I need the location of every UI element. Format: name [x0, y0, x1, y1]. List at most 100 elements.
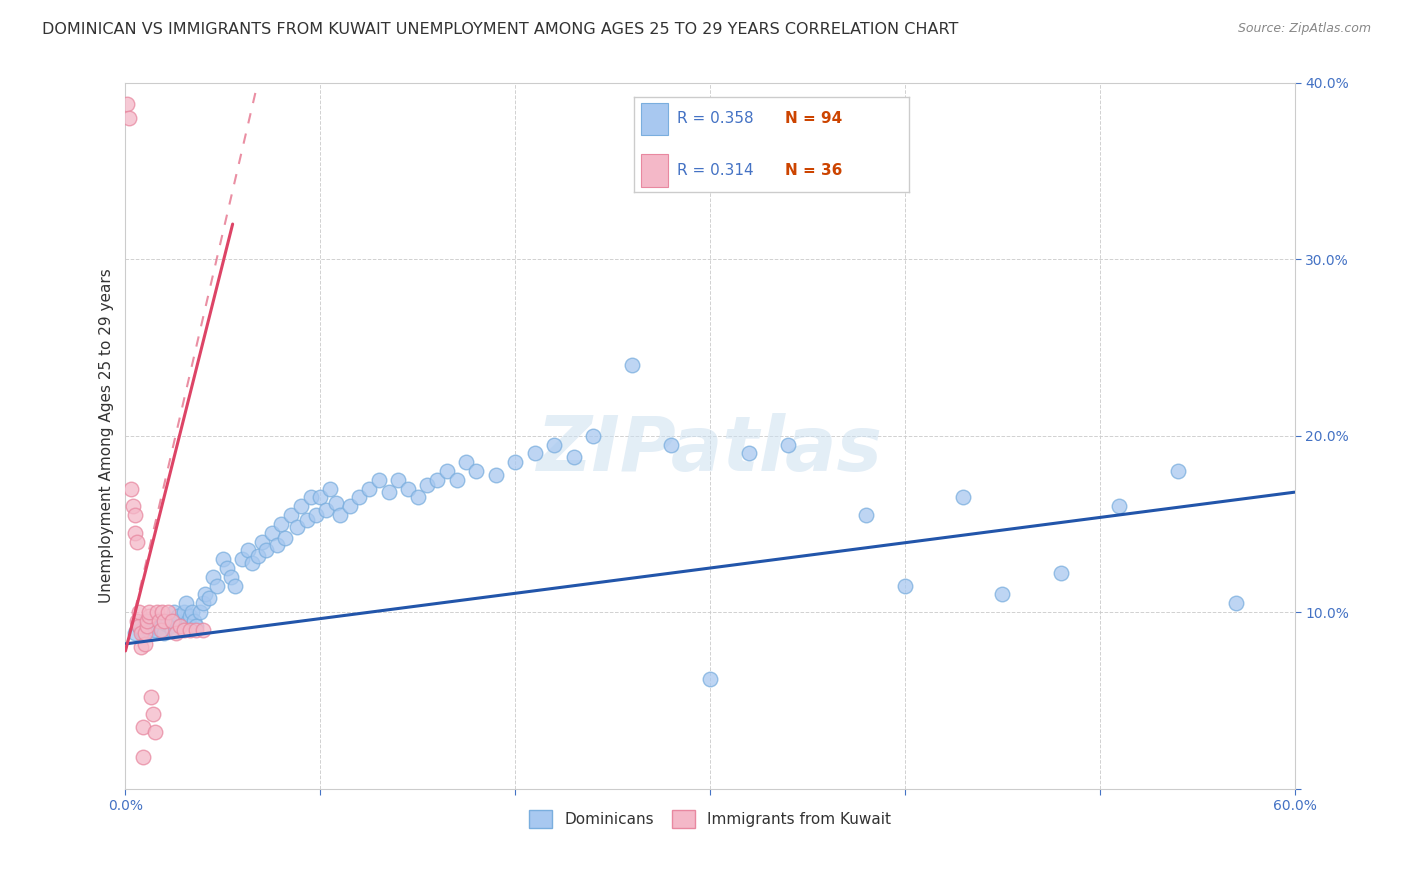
Point: [134, 614, 156, 628]
Point: [270, 516, 292, 531]
Point: [416, 478, 439, 492]
Point: [174, 596, 197, 610]
Point: [523, 446, 546, 460]
Point: [153, 614, 176, 628]
Point: [149, 619, 172, 633]
Point: [184, 623, 207, 637]
Point: [167, 608, 190, 623]
Point: [1167, 464, 1189, 478]
Point: [138, 605, 160, 619]
Point: [124, 508, 146, 522]
Point: [173, 605, 195, 619]
Point: [160, 614, 183, 628]
Point: [139, 690, 162, 704]
Point: [177, 614, 200, 628]
Point: [240, 556, 263, 570]
Point: [238, 543, 260, 558]
Point: [387, 473, 409, 487]
Point: [194, 587, 217, 601]
Point: [148, 617, 170, 632]
Point: [250, 534, 273, 549]
Point: [952, 491, 974, 505]
Point: [165, 626, 187, 640]
Point: [145, 614, 167, 628]
Text: Source: ZipAtlas.com: Source: ZipAtlas.com: [1237, 22, 1371, 36]
Point: [127, 534, 149, 549]
Text: DOMINICAN VS IMMIGRANTS FROM KUWAIT UNEMPLOYMENT AMONG AGES 25 TO 29 YEARS CORRE: DOMINICAN VS IMMIGRANTS FROM KUWAIT UNEM…: [42, 22, 959, 37]
Point: [436, 464, 458, 478]
Point: [159, 619, 181, 633]
Point: [309, 491, 332, 505]
Point: [202, 570, 225, 584]
Point: [193, 623, 215, 637]
Point: [135, 619, 157, 633]
Point: [118, 112, 141, 126]
Point: [205, 579, 228, 593]
Point: [290, 500, 312, 514]
Point: [1108, 500, 1130, 514]
Point: [406, 491, 429, 505]
Point: [193, 596, 215, 610]
Point: [315, 503, 337, 517]
Point: [319, 482, 342, 496]
Point: [621, 358, 644, 372]
Y-axis label: Unemployment Among Ages 25 to 29 years: Unemployment Among Ages 25 to 29 years: [100, 268, 114, 603]
Point: [280, 508, 302, 522]
Point: [260, 525, 283, 540]
Point: [231, 552, 253, 566]
Legend: Dominicans, Immigrants from Kuwait: Dominicans, Immigrants from Kuwait: [523, 804, 897, 834]
Point: [274, 531, 297, 545]
Point: [128, 619, 150, 633]
Point: [127, 614, 149, 628]
Point: [212, 552, 235, 566]
Text: ZIPatlas: ZIPatlas: [537, 413, 883, 487]
Point: [128, 605, 150, 619]
Point: [157, 614, 180, 628]
Point: [776, 437, 799, 451]
Point: [139, 626, 162, 640]
Point: [148, 614, 170, 628]
Point: [299, 491, 322, 505]
Point: [183, 614, 205, 628]
Point: [138, 608, 160, 623]
Point: [153, 626, 176, 640]
Point: [117, 97, 139, 112]
Point: [184, 619, 207, 633]
Point: [894, 579, 917, 593]
Point: [991, 587, 1014, 601]
Point: [132, 749, 155, 764]
Point: [325, 496, 347, 510]
Point: [120, 482, 142, 496]
Point: [485, 467, 508, 482]
Point: [305, 508, 328, 522]
Point: [179, 623, 201, 637]
Point: [169, 619, 191, 633]
Point: [367, 473, 389, 487]
Point: [160, 623, 183, 637]
Point: [377, 485, 399, 500]
Point: [738, 446, 761, 460]
Point: [295, 513, 318, 527]
Point: [165, 614, 187, 628]
Point: [152, 605, 174, 619]
Point: [163, 605, 186, 619]
Point: [135, 619, 157, 633]
Point: [503, 455, 526, 469]
Point: [357, 482, 380, 496]
Point: [659, 437, 682, 451]
Point: [219, 570, 242, 584]
Point: [349, 491, 371, 505]
Point: [143, 623, 166, 637]
Point: [138, 623, 160, 637]
Point: [266, 538, 288, 552]
Point: [173, 623, 195, 637]
Point: [124, 525, 146, 540]
Point: [149, 623, 172, 637]
Point: [134, 626, 156, 640]
Point: [124, 626, 146, 640]
Point: [215, 561, 238, 575]
Point: [396, 482, 419, 496]
Point: [456, 455, 478, 469]
Point: [145, 605, 167, 619]
Point: [132, 720, 155, 734]
